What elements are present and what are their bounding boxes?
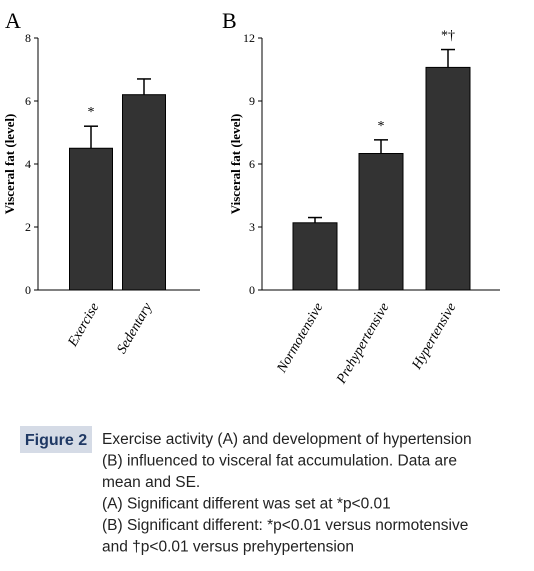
caption-line: (B) Significant different: *p<0.01 versu… bbox=[102, 517, 468, 534]
caption-line: (A) Significant different was set at *p<… bbox=[102, 496, 391, 513]
x-tick-label: Prehypertensive bbox=[334, 301, 393, 388]
y-tick-label: 3 bbox=[249, 220, 255, 234]
figure-label: Figure 2 bbox=[25, 432, 87, 449]
caption-line: Exercise activity (A) and development of… bbox=[102, 431, 472, 448]
y-tick-label: 6 bbox=[249, 157, 255, 171]
annotation: * bbox=[378, 119, 385, 134]
panel-label: A bbox=[5, 8, 21, 33]
y-tick-label: 2 bbox=[25, 220, 31, 234]
x-tick-label: Normotensive bbox=[274, 301, 326, 377]
y-tick-label: 9 bbox=[249, 94, 255, 108]
x-tick-label: Sedentary bbox=[114, 300, 155, 357]
bar bbox=[425, 66, 471, 291]
caption-line: (B) influenced to visceral fat accumulat… bbox=[102, 453, 457, 470]
bar bbox=[69, 147, 113, 291]
y-axis-label: Visceral fat (level) bbox=[2, 114, 17, 215]
x-tick-label: Hypertensive bbox=[409, 301, 459, 373]
bar bbox=[358, 153, 404, 291]
bar bbox=[292, 222, 338, 291]
x-tick-label: Exercise bbox=[65, 301, 102, 351]
y-tick-label: 0 bbox=[249, 283, 255, 297]
y-tick-label: 6 bbox=[25, 94, 31, 108]
caption-line: and †p<0.01 versus prehypertension bbox=[102, 539, 354, 556]
annotation: *† bbox=[441, 29, 455, 44]
y-tick-label: 4 bbox=[25, 157, 31, 171]
figure-label-box bbox=[20, 426, 92, 453]
y-tick-label: 12 bbox=[243, 31, 255, 45]
y-axis-label: Visceral fat (level) bbox=[228, 114, 243, 215]
caption-line: mean and SE. bbox=[102, 474, 200, 491]
annotation: * bbox=[88, 105, 95, 120]
y-tick-label: 8 bbox=[25, 31, 31, 45]
bar bbox=[122, 94, 166, 291]
panel-label: B bbox=[222, 8, 237, 33]
y-tick-label: 0 bbox=[25, 283, 31, 297]
